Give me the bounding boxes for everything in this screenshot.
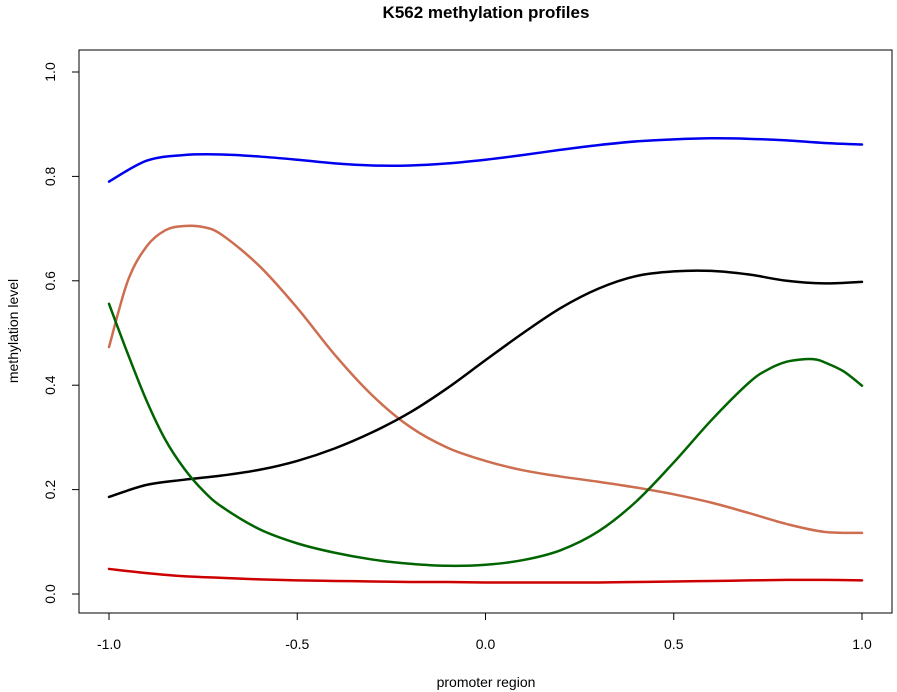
y-tick-label: 0.2 [42,480,58,500]
x-tick-label: -0.5 [285,636,309,652]
series-line-5 [107,567,864,584]
x-axis: -1.0 -0.5 0.0 0.5 1.0 [97,612,872,652]
y-tick-label: 0.0 [42,584,58,604]
series-line-3 [107,269,864,499]
y-tick-label: 0.4 [42,375,58,395]
y-tick-label: 1.0 [42,62,58,82]
x-tick-label: 1.0 [852,636,872,652]
y-axis-label: methylation level [5,279,21,383]
series-line-1 [107,137,864,183]
chart-title: K562 methylation profiles [383,3,590,22]
series-line-2 [107,224,864,535]
x-tick-label: 0.5 [664,636,684,652]
plot-frame [78,49,893,614]
x-tick-label: 0.0 [476,636,496,652]
y-axis: 0.0 0.2 0.4 0.6 0.8 1.0 [42,62,80,604]
y-tick-label: 0.6 [42,271,58,291]
x-axis-label: promoter region [437,674,536,690]
series-line-4 [107,302,864,568]
series-layer [107,137,864,584]
y-tick-label: 0.8 [42,166,58,186]
x-tick-label: -1.0 [97,636,121,652]
